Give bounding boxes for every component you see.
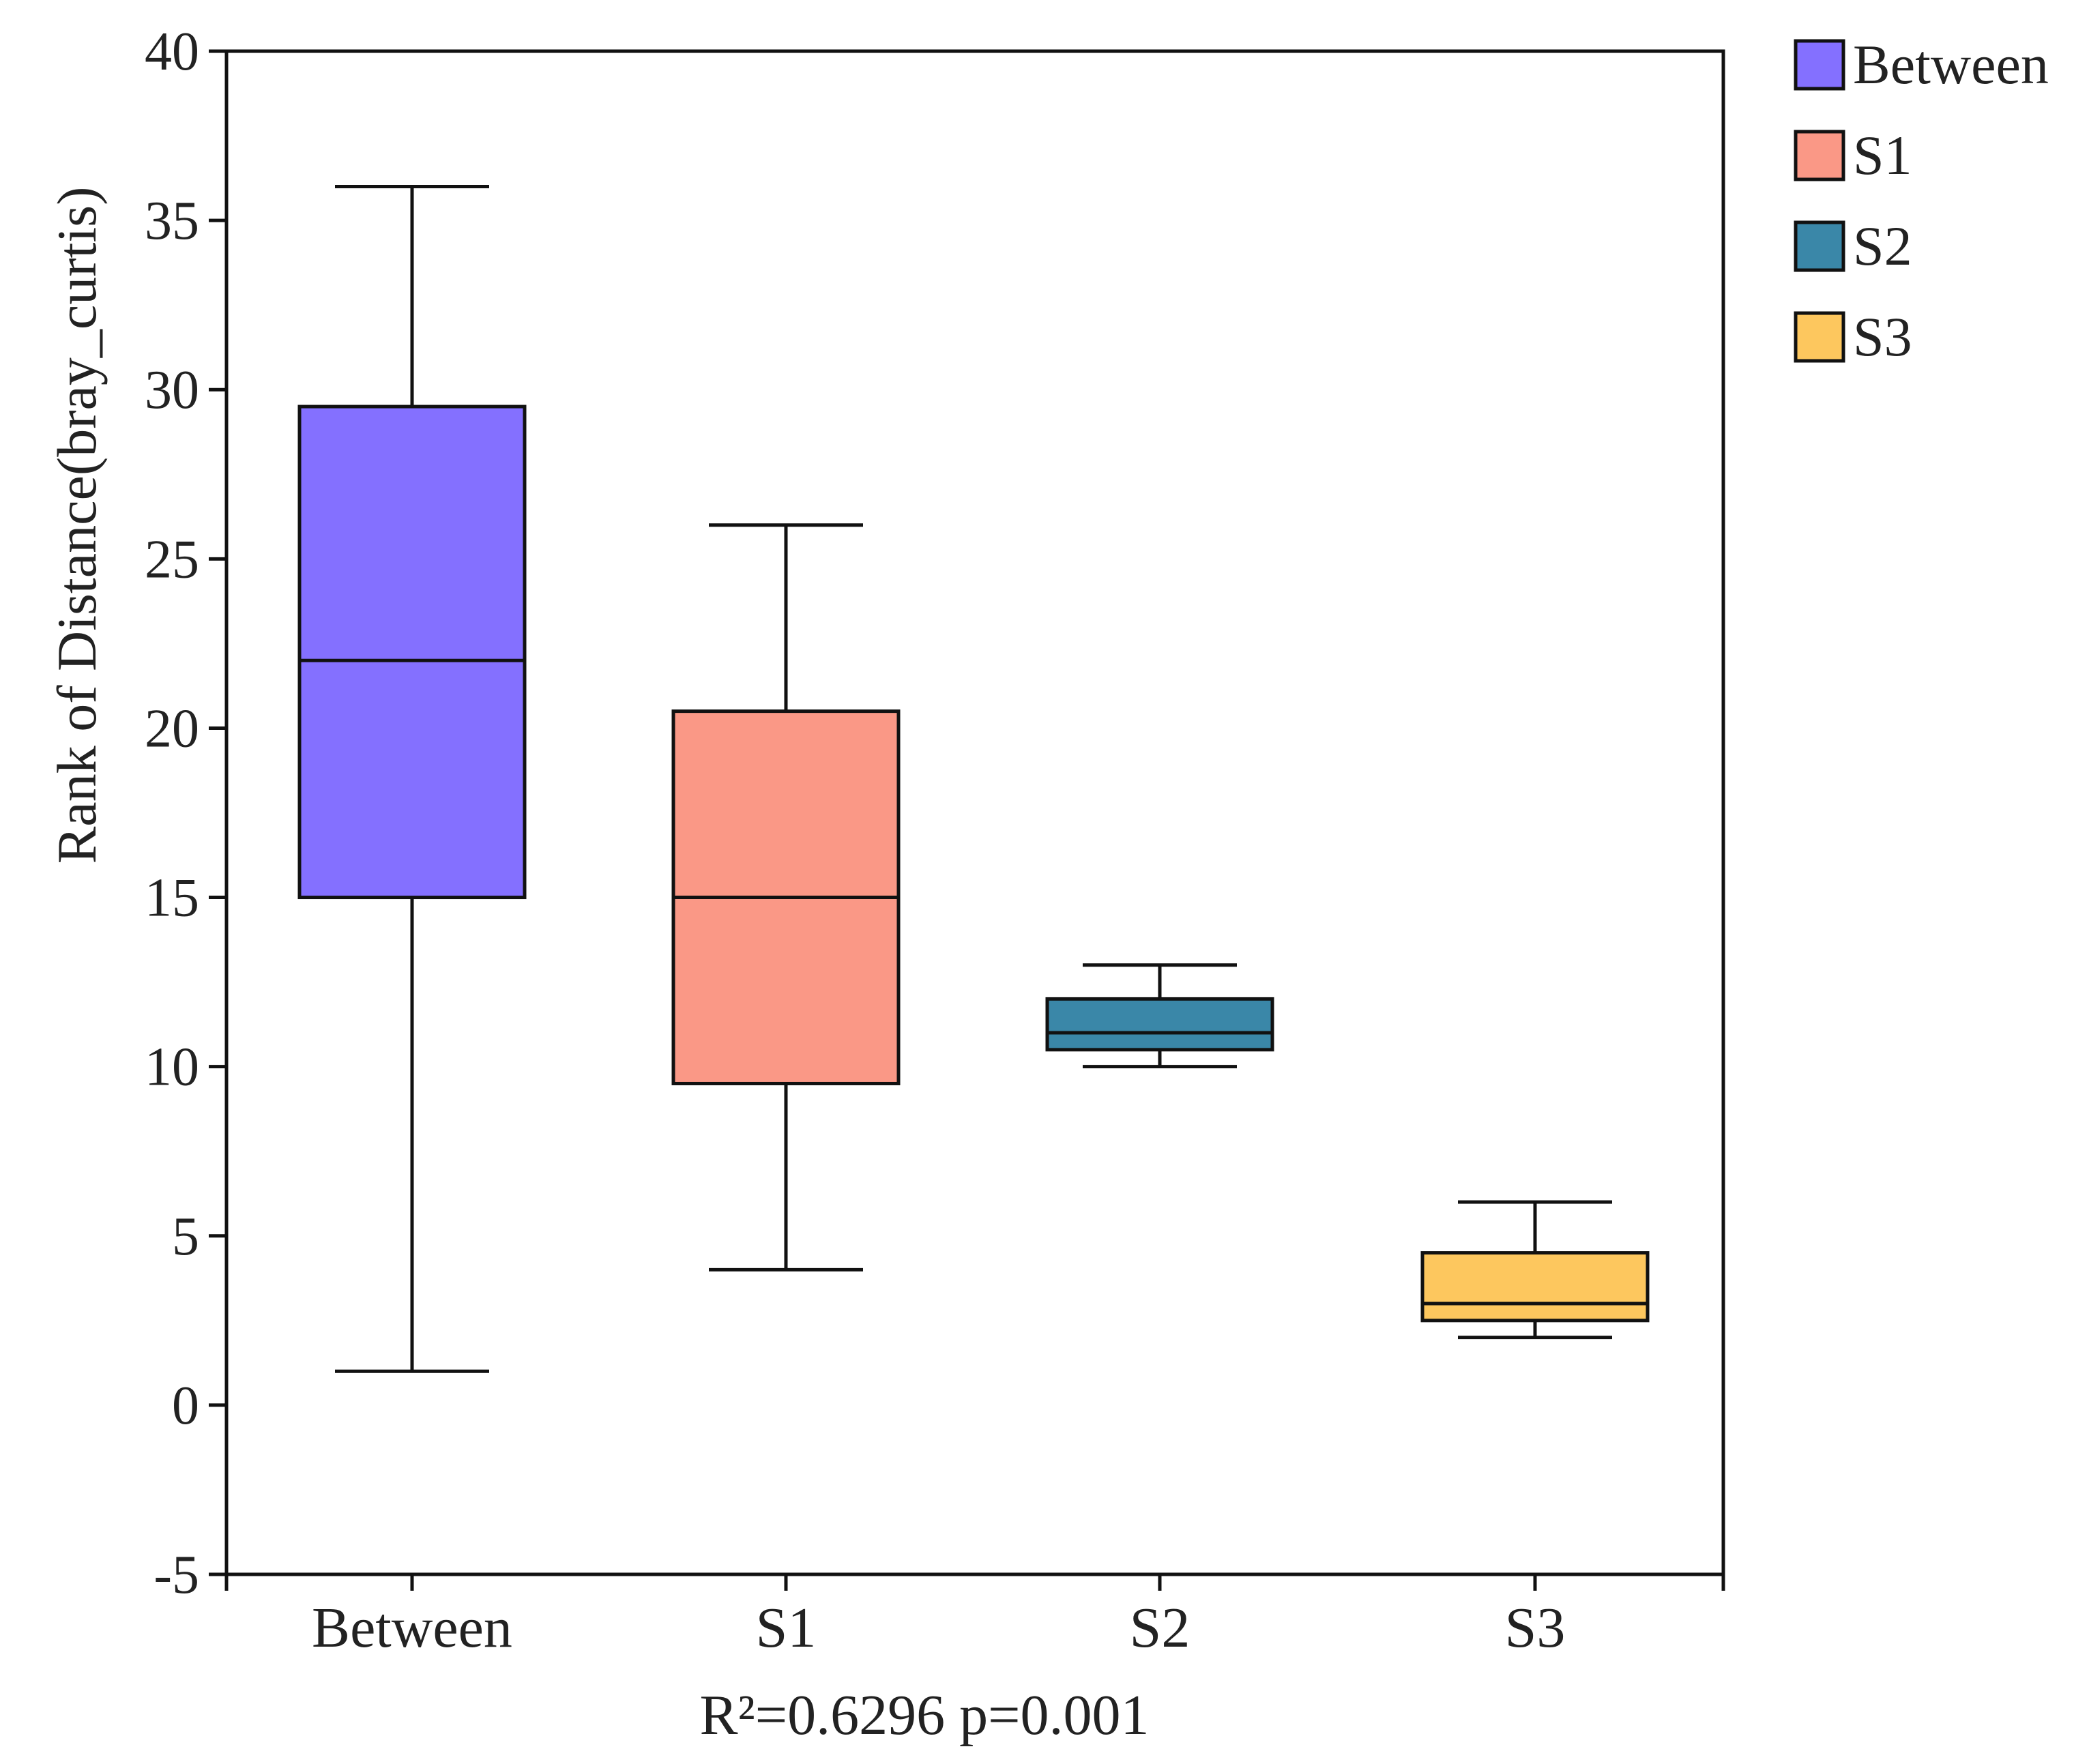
legend: Between S1 S2 S3 bbox=[1794, 33, 2049, 368]
y-tick-label: 20 bbox=[145, 699, 199, 759]
iqr-box bbox=[297, 405, 527, 900]
y-tick-label: 15 bbox=[145, 868, 199, 928]
iqr-box bbox=[1420, 1251, 1650, 1323]
legend-label: Between bbox=[1853, 33, 2049, 95]
legend-label: S1 bbox=[1853, 124, 1912, 186]
box-series-group bbox=[297, 184, 1650, 1373]
y-tick-label: 40 bbox=[145, 22, 199, 82]
legend-swatch-between bbox=[1794, 39, 1845, 91]
plot-border bbox=[224, 49, 1725, 1576]
box-s2 bbox=[1045, 963, 1274, 1069]
x-tick-label: S2 bbox=[1130, 1596, 1190, 1660]
y-tick-label: 35 bbox=[145, 191, 199, 251]
y-axis-title: Rank of Distance(bray_curtis) bbox=[46, 187, 108, 864]
iqr-box bbox=[1045, 997, 1274, 1052]
box-between bbox=[297, 184, 527, 1373]
y-tick-label: 10 bbox=[145, 1038, 199, 1098]
legend-swatch-s2 bbox=[1794, 220, 1845, 272]
y-tick-label: 5 bbox=[172, 1207, 199, 1267]
y-tick-label: 0 bbox=[172, 1376, 199, 1436]
box-s3 bbox=[1420, 1200, 1650, 1340]
legend-label: S2 bbox=[1853, 215, 1912, 277]
x-tick-label: S3 bbox=[1505, 1596, 1566, 1660]
stats-annotation: R²=0.6296 p=0.001 bbox=[700, 1684, 1150, 1747]
plot-frame bbox=[224, 49, 1725, 1576]
box-s1 bbox=[671, 523, 901, 1271]
x-axis: Between S1 S2 S3 bbox=[224, 1574, 1725, 1660]
legend-swatch-s1 bbox=[1794, 130, 1845, 181]
legend-label: S3 bbox=[1853, 306, 1912, 368]
y-axis: -5 0 5 10 15 20 25 30 35 40 bbox=[145, 22, 227, 1605]
x-tick-label: Between bbox=[312, 1596, 512, 1660]
legend-swatch-s3 bbox=[1794, 311, 1845, 363]
y-tick-label: 25 bbox=[145, 529, 199, 589]
y-tick-label: 30 bbox=[145, 360, 199, 420]
x-tick-label: S1 bbox=[756, 1596, 817, 1660]
y-tick-label: -5 bbox=[154, 1545, 199, 1605]
